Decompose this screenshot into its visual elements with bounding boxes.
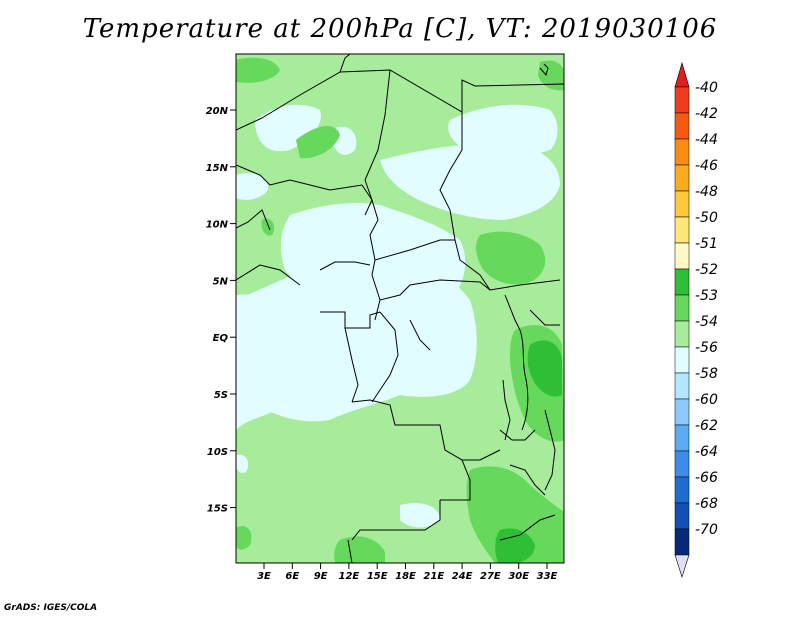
- colorbar-swatch: [674, 398, 690, 426]
- map-frame: [235, 53, 565, 564]
- credit-label: GrADS: IGES/COLA: [4, 603, 98, 613]
- colorbar-swatch: [674, 320, 690, 348]
- colorbar-bottom-triangle: [674, 554, 690, 578]
- latitude-axis: 20N 15N 10N 5N EQ 5S 10S 15S: [206, 106, 236, 515]
- lon-tick-label: 9E: [314, 571, 328, 582]
- lon-tick-label: 15E: [367, 571, 388, 582]
- lat-tick-label: 15N: [206, 163, 229, 174]
- lon-tick-label: 33E: [537, 571, 558, 582]
- lat-tick-label: 15S: [207, 504, 228, 515]
- colorbar-label: -52: [695, 262, 718, 278]
- colorbar-swatch: [674, 476, 690, 504]
- lat-tick-label: 5S: [214, 390, 228, 401]
- colorbar-label: -68: [695, 496, 718, 512]
- colorbar-label: -62: [695, 418, 718, 434]
- colorbar-label: -60: [695, 392, 718, 408]
- colorbar-label: -66: [695, 470, 718, 486]
- chart-title: Temperature at 200hPa [C], VT: 201903010…: [82, 14, 718, 44]
- colorbar-swatch: [674, 138, 690, 166]
- lon-tick-label: 27E: [480, 571, 501, 582]
- region-minus56: [236, 104, 560, 528]
- lat-tick-label: 5N: [213, 276, 229, 287]
- region-minus52: [495, 340, 562, 563]
- lon-tick-label: 18E: [395, 571, 416, 582]
- lon-tick-label: 30E: [508, 571, 529, 582]
- colorbar-label: -56: [695, 340, 718, 356]
- colorbar-label: -46: [695, 158, 718, 174]
- lat-tick-label: 10S: [207, 447, 228, 458]
- colorbar-swatch: [674, 294, 690, 322]
- longitude-axis: 3E 6E 9E 12E 15E 18E 21E 24E 27E 30E 33E: [257, 563, 558, 582]
- lon-tick-label: 12E: [339, 571, 360, 582]
- temperature-field: [236, 54, 564, 563]
- colorbar-swatch: [674, 164, 690, 192]
- colorbar-swatch: [674, 424, 690, 452]
- country-boundaries: [236, 54, 564, 563]
- colorbar-label: -48: [695, 184, 718, 200]
- colorbar-swatch: [674, 86, 690, 114]
- colorbar-label: -54: [695, 314, 718, 330]
- lat-tick-label: 10N: [206, 220, 229, 231]
- colorbar-swatch: [674, 372, 690, 400]
- colorbar-swatch: [674, 112, 690, 140]
- colorbar: -40 -42 -44 -46 -48 -50 -51 -52 -53 -54 -56 -58 -60 -…: [674, 61, 718, 578]
- colorbar-swatch: [674, 242, 690, 270]
- lat-tick-label: 20N: [206, 106, 229, 117]
- colorbar-label: -53: [695, 288, 718, 304]
- colorbar-label: -64: [695, 444, 718, 460]
- colorbar-swatch: [674, 528, 690, 556]
- colorbar-label: -42: [695, 106, 718, 122]
- colorbar-label: -50: [695, 210, 718, 226]
- colorbar-label: -51: [695, 236, 718, 252]
- colorbar-label: -58: [695, 366, 718, 382]
- lon-tick-label: 3E: [257, 571, 271, 582]
- colorbar-swatch: [674, 450, 690, 478]
- lat-tick-label: EQ: [213, 333, 229, 344]
- lon-tick-label: 24E: [452, 571, 473, 582]
- lon-tick-label: 21E: [423, 571, 444, 582]
- lon-tick-label: 6E: [285, 571, 299, 582]
- colorbar-swatch: [674, 190, 690, 218]
- colorbar-swatch: [674, 268, 690, 296]
- colorbar-label: -70: [695, 522, 718, 538]
- colorbar-swatch: [674, 346, 690, 374]
- colorbar-swatch: [674, 502, 690, 530]
- colorbar-top-triangle: [674, 61, 690, 88]
- colorbar-swatch: [674, 216, 690, 244]
- colorbar-label: -40: [695, 80, 718, 96]
- colorbar-label: -44: [695, 132, 718, 148]
